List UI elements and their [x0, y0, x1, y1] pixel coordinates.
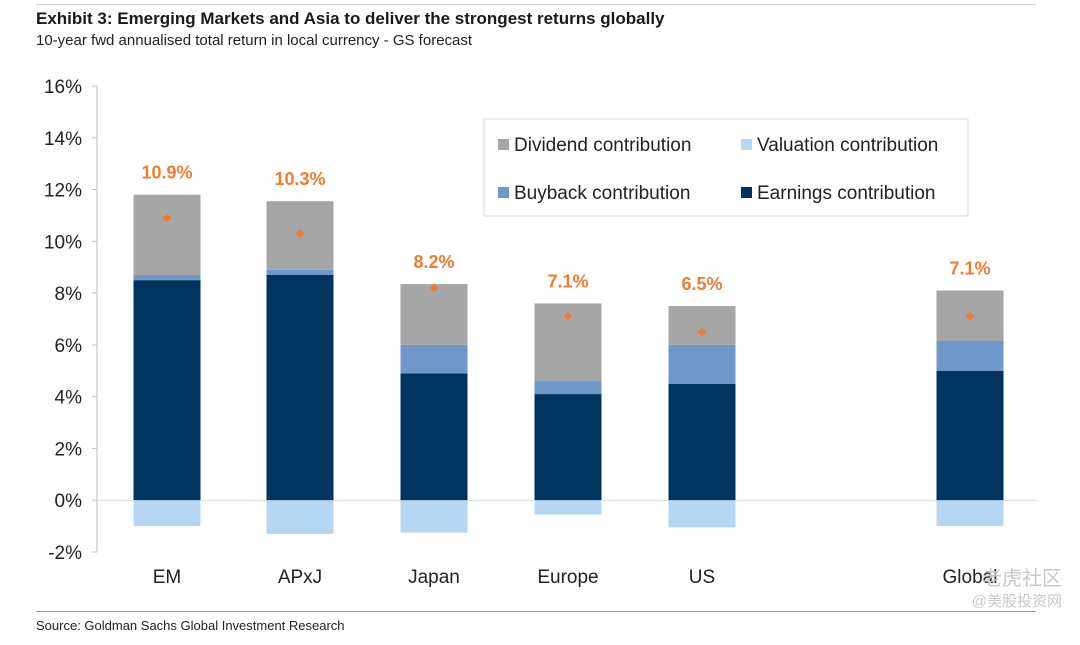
total-label: 10.9% — [141, 163, 192, 183]
total-marker — [965, 311, 975, 321]
bar-segment-buyback — [266, 269, 334, 275]
y-tick-label: 4% — [55, 388, 83, 409]
bar-segment-earnings — [668, 383, 736, 501]
labels-layer: 10.9% EM 10.3% APxJ 8.2% Japan 7.1% Europe 6.5% U… — [141, 163, 997, 588]
x-category-label: US — [689, 567, 715, 588]
top-rule — [36, 4, 1036, 5]
x-category-label: Europe — [537, 567, 598, 588]
bar-segment-buyback — [534, 381, 602, 395]
bar-segment-valuation — [133, 500, 201, 527]
total-marker — [697, 327, 707, 337]
y-tick-label: 6% — [55, 336, 83, 357]
bar-segment-dividend — [400, 284, 468, 345]
y-tick-label: 16% — [44, 77, 82, 98]
total-marker — [295, 229, 305, 239]
y-tick-label: 12% — [44, 181, 82, 202]
bar-segment-valuation — [266, 500, 334, 534]
x-category-label: EM — [153, 567, 182, 588]
total-label: 7.1% — [949, 259, 990, 279]
total-marker — [563, 311, 573, 321]
y-tick-label: -2% — [48, 543, 82, 564]
y-tick-label: 0% — [55, 491, 83, 512]
bar-segment-earnings — [400, 373, 468, 501]
total-label: 10.3% — [274, 169, 325, 189]
watermark-line1: 老虎社区 — [982, 568, 1062, 590]
bar-segment-buyback — [133, 274, 201, 281]
total-label: 8.2% — [413, 252, 454, 272]
legend: Dividend contribution Valuation contribu… — [483, 118, 969, 217]
bar-segment-earnings — [266, 274, 334, 501]
bar-segment-earnings — [534, 394, 602, 501]
legend-label-buyback: Buyback contribution — [514, 183, 690, 204]
bar-segment-earnings — [133, 280, 201, 501]
x-category-label: Japan — [408, 567, 460, 588]
x-category-label: APxJ — [278, 567, 322, 588]
bar-segment-valuation — [668, 500, 736, 528]
legend-swatch-dividend — [498, 139, 509, 150]
bar-segment-dividend — [133, 194, 201, 275]
bar-segment-buyback — [668, 344, 736, 384]
x-category-label: Global — [943, 567, 998, 588]
watermark: 老虎社区 @美股投资网 — [972, 566, 1062, 612]
y-tick-label: 14% — [44, 129, 82, 150]
bar-segment-buyback — [400, 344, 468, 374]
total-marker — [429, 283, 439, 293]
source-note: Source: Goldman Sachs Global Investment … — [36, 618, 345, 633]
bar-segment-valuation — [534, 500, 602, 515]
bar-segment-dividend — [668, 306, 736, 345]
bar-segment-buyback — [936, 341, 1004, 371]
legend-swatch-earnings — [741, 187, 752, 198]
total-marker — [162, 213, 172, 223]
bottom-rule — [36, 611, 1036, 612]
total-label: 7.1% — [547, 271, 588, 291]
legend-label-valuation: Valuation contribution — [757, 135, 938, 156]
bar-segment-valuation — [936, 500, 1004, 527]
y-tick-label: 2% — [55, 439, 83, 460]
bar-segment-valuation — [400, 500, 468, 533]
legend-label-dividend: Dividend contribution — [514, 135, 691, 156]
watermark-line2: @美股投资网 — [971, 593, 1062, 610]
bar-segment-earnings — [936, 370, 1004, 501]
axis-layer: -2% 0% 2% 4% 6% 8% 10% 12% 14% 16% — [44, 77, 1036, 564]
legend-swatch-valuation — [741, 139, 752, 150]
y-tick-label: 10% — [44, 232, 82, 253]
legend-swatch-buyback — [498, 187, 509, 198]
y-tick-label: 8% — [55, 284, 83, 305]
legend-label-earnings: Earnings contribution — [757, 183, 936, 204]
chart-subtitle: 10-year fwd annualised total return in l… — [36, 32, 473, 49]
chart-title: Exhibit 3: Emerging Markets and Asia to … — [36, 9, 665, 28]
total-label: 6.5% — [681, 274, 722, 294]
bars-layer — [133, 194, 1004, 534]
legend-box — [483, 118, 969, 217]
